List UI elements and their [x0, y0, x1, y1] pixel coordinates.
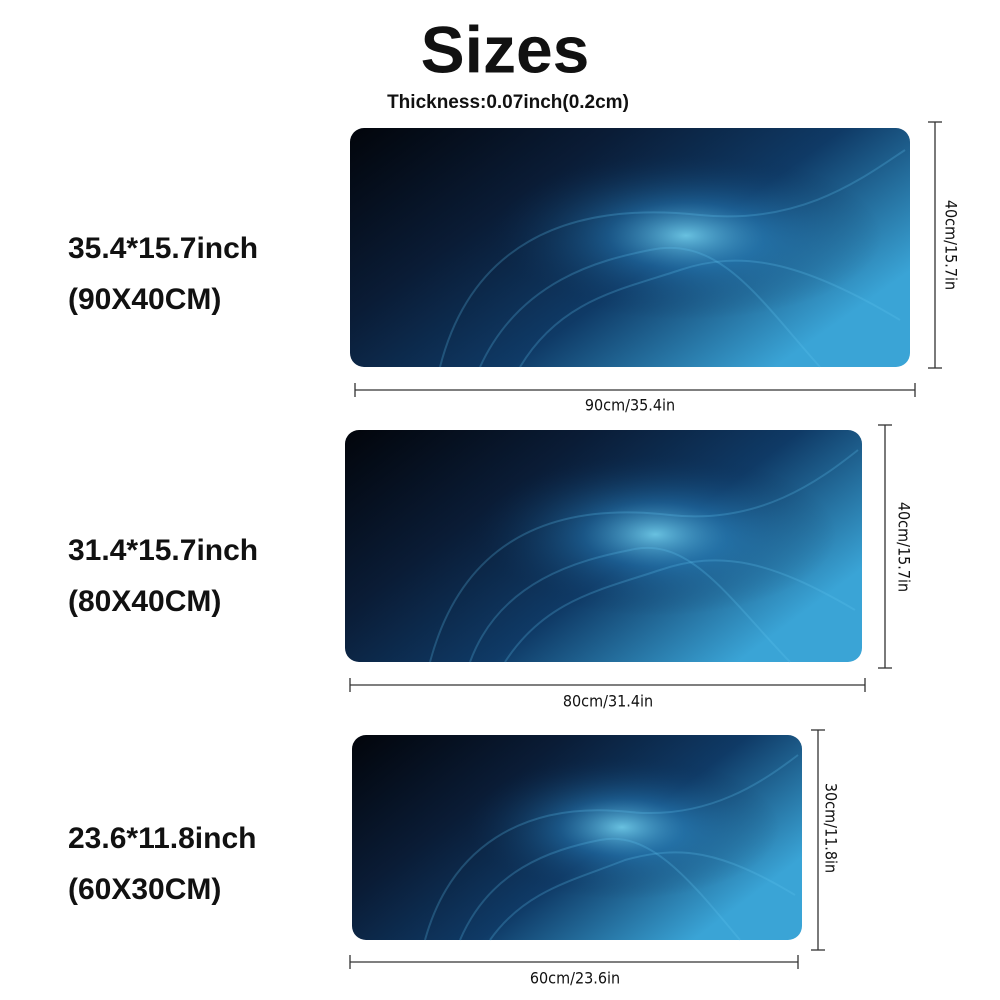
size-cm: (90X40CM) [68, 283, 221, 316]
width-label: 90cm/35.4in [585, 396, 675, 415]
size-inch: 23.6*11.8inch [68, 822, 256, 855]
pad [345, 430, 862, 663]
size-inch: 35.4*15.7inch [68, 232, 258, 265]
height-label: 40cm/15.7in [895, 502, 914, 592]
size-inch: 31.4*15.7inch [68, 534, 258, 567]
pad [350, 128, 910, 368]
height-label: 40cm/15.7in [942, 200, 961, 290]
size-cm: (60X30CM) [68, 873, 221, 906]
width-label: 80cm/31.4in [563, 692, 653, 711]
width-label: 60cm/23.6in [530, 969, 620, 988]
thickness: Thickness:0.07inch(0.2cm) [387, 92, 629, 113]
pad [352, 735, 802, 941]
height-label: 30cm/11.8in [822, 783, 841, 873]
title: Sizes [421, 12, 590, 86]
size-cm: (80X40CM) [68, 585, 221, 618]
